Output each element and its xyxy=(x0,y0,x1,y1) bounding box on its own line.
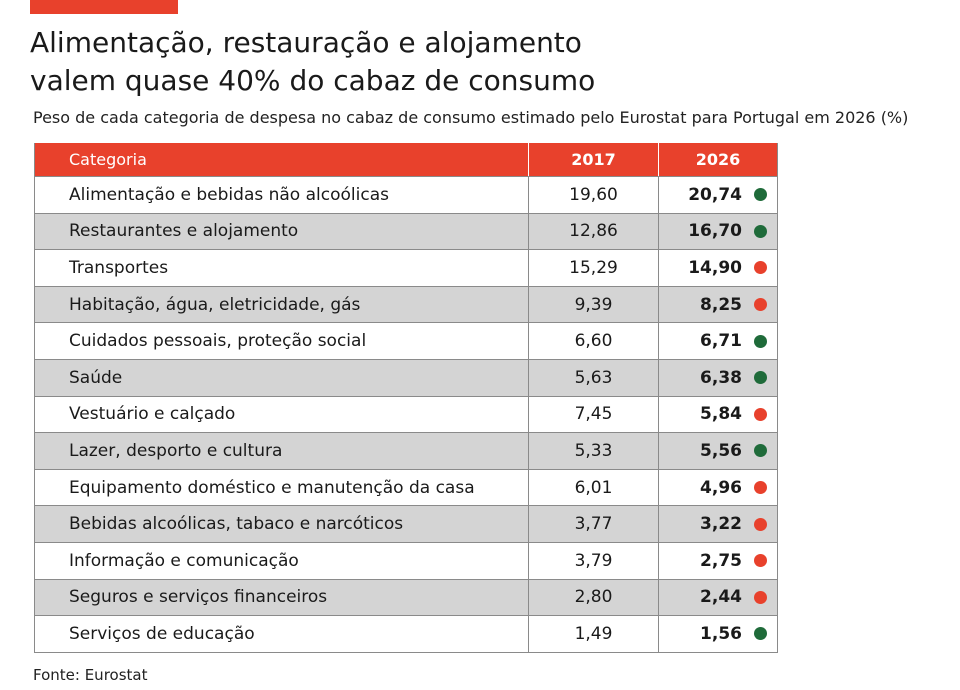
trend-down-dot xyxy=(754,481,767,495)
chart-title: Alimentação, restauração e alojamento va… xyxy=(30,24,930,100)
trend-up-dot xyxy=(754,627,767,641)
value-2026-cell: 1,56 xyxy=(659,616,777,652)
value-2026-text: 1,56 xyxy=(700,623,742,644)
trend-up-dot xyxy=(754,224,767,238)
value-2026-text: 5,56 xyxy=(700,440,742,461)
table-row: Saúde 5,63 6,38 xyxy=(35,358,777,396)
accent-bar xyxy=(30,0,178,14)
table-row: Informação e comunicação 3,79 2,75 xyxy=(35,541,777,579)
value-2026-text: 5,84 xyxy=(700,404,742,425)
title-line-1: Alimentação, restauração e alojamento xyxy=(30,26,582,59)
source-note: Fonte: Eurostat xyxy=(33,666,148,684)
trend-up-dot xyxy=(754,188,767,202)
value-2026-cell: 16,70 xyxy=(659,214,777,250)
value-2026-cell: 14,90 xyxy=(659,250,777,286)
value-2026-cell: 8,25 xyxy=(659,287,777,323)
title-line-2: valem quase 40% do cabaz de consumo xyxy=(30,64,596,97)
value-2017-cell: 3,79 xyxy=(529,542,659,579)
trend-down-dot xyxy=(754,590,767,604)
value-2017-cell: 7,45 xyxy=(529,396,659,433)
value-2026-text: 4,96 xyxy=(700,477,742,498)
value-2017-cell: 2,80 xyxy=(529,579,659,616)
value-2026-text: 3,22 xyxy=(700,514,742,535)
value-2017-cell: 19,60 xyxy=(529,177,659,213)
trend-up-dot xyxy=(754,334,767,348)
value-2026-cell: 2,44 xyxy=(659,580,777,616)
value-2026-cell: 5,84 xyxy=(659,397,777,433)
trend-down-dot xyxy=(754,554,767,568)
value-2026-cell: 20,74 xyxy=(659,177,777,213)
value-2026-text: 20,74 xyxy=(688,184,742,205)
category-cell: Seguros e serviços financeiros xyxy=(35,579,529,616)
value-2026-text: 2,75 xyxy=(700,550,742,571)
value-2026-text: 6,71 xyxy=(700,331,742,352)
category-cell: Restaurantes e alojamento xyxy=(35,213,529,250)
value-2026-text: 14,90 xyxy=(688,257,742,278)
header-2026: 2026 xyxy=(695,150,741,169)
category-cell: Equipamento doméstico e manutenção da ca… xyxy=(35,469,529,506)
value-2026-cell: 6,71 xyxy=(659,323,777,359)
value-2017-cell: 6,60 xyxy=(529,323,659,359)
value-2026-cell: 6,38 xyxy=(659,360,777,396)
table-row: Serviços de educação 1,49 1,56 xyxy=(35,615,777,652)
value-2017-cell: 9,39 xyxy=(529,286,659,323)
category-cell: Habitação, água, eletricidade, gás xyxy=(35,286,529,323)
table-row: Seguros e serviços financeiros 2,80 2,44 xyxy=(35,578,777,616)
value-2026-cell: 2,75 xyxy=(659,543,777,579)
trend-down-dot xyxy=(754,517,767,531)
value-2026-cell: 4,96 xyxy=(659,470,777,506)
value-2017-cell: 5,33 xyxy=(529,433,659,469)
value-2017-cell: 1,49 xyxy=(529,616,659,652)
table-row: Restaurantes e alojamento 12,86 16,70 xyxy=(35,212,777,250)
table-header-row: Categoria 2017 2026 xyxy=(35,143,777,176)
value-2026-text: 2,44 xyxy=(700,587,742,608)
trend-down-dot xyxy=(754,261,767,275)
trend-up-dot xyxy=(754,444,767,458)
value-2026-text: 16,70 xyxy=(688,221,742,242)
trend-down-dot xyxy=(754,407,767,421)
table-row: Cuidados pessoais, proteção social 6,60 6,… xyxy=(35,322,777,359)
table-row: Vestuário e calçado 7,45 5,84 xyxy=(35,395,777,433)
value-2026-text: 6,38 xyxy=(700,367,742,388)
value-2017-cell: 6,01 xyxy=(529,469,659,506)
header-2017: 2017 xyxy=(529,143,659,176)
category-cell: Transportes xyxy=(35,250,529,286)
value-2017-cell: 5,63 xyxy=(529,359,659,396)
data-table: Categoria 2017 2026 Alimentação e bebida… xyxy=(34,143,778,653)
category-cell: Cuidados pessoais, proteção social xyxy=(35,323,529,359)
table-row: Lazer, desporto e cultura 5,33 5,56 xyxy=(35,432,777,469)
category-cell: Saúde xyxy=(35,359,529,396)
value-2017-cell: 15,29 xyxy=(529,250,659,286)
header-category: Categoria xyxy=(35,143,529,176)
trend-up-dot xyxy=(754,371,767,385)
table-row: Equipamento doméstico e manutenção da ca… xyxy=(35,468,777,506)
table-row: Alimentação e bebidas não alcoólicas 19,6… xyxy=(35,176,777,213)
category-cell: Vestuário e calçado xyxy=(35,396,529,433)
table-row: Transportes 15,29 14,90 xyxy=(35,249,777,286)
value-2026-cell: 3,22 xyxy=(659,506,777,542)
table-row: Habitação, água, eletricidade, gás 9,39 8,… xyxy=(35,285,777,323)
value-2026-text: 8,25 xyxy=(700,294,742,315)
category-cell: Lazer, desporto e cultura xyxy=(35,433,529,469)
chart-subtitle: Peso de cada categoria de despesa no cab… xyxy=(33,108,909,127)
trend-down-dot xyxy=(754,298,767,312)
value-2017-cell: 3,77 xyxy=(529,506,659,542)
value-2017-cell: 12,86 xyxy=(529,213,659,250)
table-row: Bebidas alcoólicas, tabaco e narcóticos 3… xyxy=(35,505,777,542)
category-cell: Alimentação e bebidas não alcoólicas xyxy=(35,177,529,213)
category-cell: Bebidas alcoólicas, tabaco e narcóticos xyxy=(35,506,529,542)
table-body: Alimentação e bebidas não alcoólicas 19,6… xyxy=(35,176,777,652)
category-cell: Informação e comunicação xyxy=(35,542,529,579)
category-cell: Serviços de educação xyxy=(35,616,529,652)
value-2026-cell: 5,56 xyxy=(659,433,777,469)
